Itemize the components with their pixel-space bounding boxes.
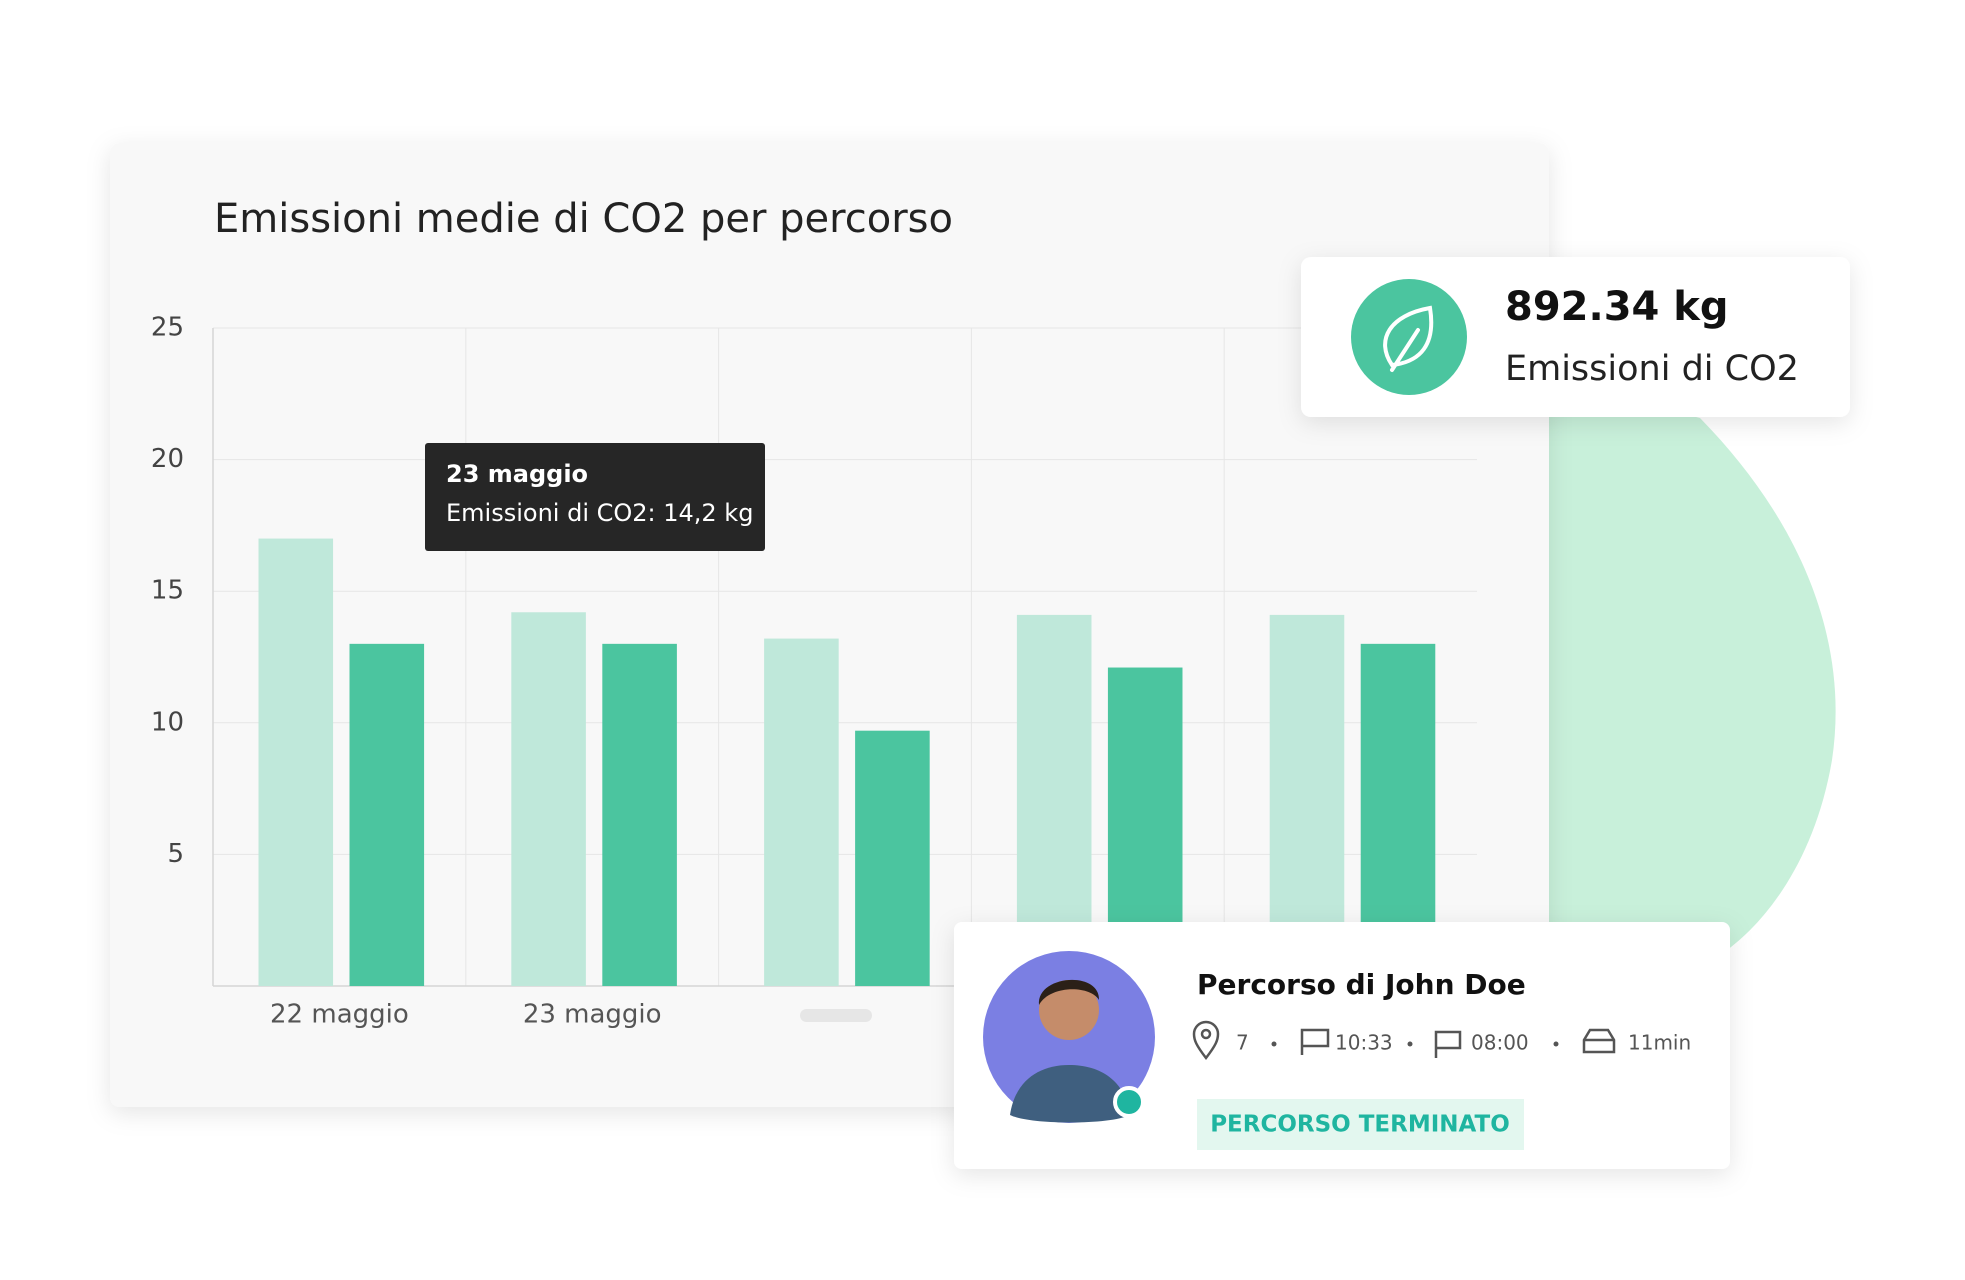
pin-icon bbox=[1192, 1020, 1220, 1061]
bar bbox=[855, 730, 930, 986]
meta-icons bbox=[1192, 1020, 1616, 1061]
route-start: 10:33 bbox=[1335, 1031, 1393, 1055]
bar bbox=[258, 538, 334, 986]
leaf-icon-bg bbox=[1351, 279, 1467, 395]
chart-card bbox=[110, 143, 1549, 1107]
route-title: Percorso di John Doe bbox=[1197, 968, 1526, 1001]
separator bbox=[1271, 1041, 1277, 1047]
label-placeholder bbox=[800, 1009, 872, 1022]
route-card: Percorso di John Doe 7 10:33 08:00 11min… bbox=[954, 922, 1730, 1169]
x-tick-label: 22 maggio bbox=[270, 1000, 409, 1030]
y-tick-label: 20 bbox=[151, 444, 184, 474]
finish-flag-icon bbox=[1300, 1028, 1330, 1055]
status-text: PERCORSO TERMINATO bbox=[1210, 1112, 1510, 1138]
y-tick-label: 15 bbox=[151, 576, 184, 606]
route-end: 08:00 bbox=[1471, 1031, 1529, 1055]
bar bbox=[764, 638, 839, 986]
start-flag-icon bbox=[1434, 1030, 1462, 1058]
separator bbox=[1407, 1041, 1413, 1047]
avatar-hair bbox=[1038, 979, 1100, 1005]
decor-blob bbox=[1549, 380, 1836, 955]
stat-label: Emissioni di CO2 bbox=[1505, 349, 1799, 389]
avatar-body bbox=[1010, 1065, 1130, 1123]
status-dot bbox=[1113, 1086, 1145, 1118]
bar bbox=[349, 643, 425, 986]
tooltip-text: Emissioni di CO2: 14,2 kg bbox=[446, 499, 753, 527]
route-card-box bbox=[954, 922, 1730, 1169]
route-stops: 7 bbox=[1236, 1031, 1249, 1055]
route-duration: 11min bbox=[1628, 1031, 1691, 1055]
y-tick-label: 5 bbox=[167, 839, 184, 869]
avatar-head bbox=[1039, 980, 1099, 1040]
stat-value: 892.34 kg bbox=[1505, 284, 1729, 330]
bar bbox=[511, 612, 586, 986]
y-tick-label: 10 bbox=[151, 707, 184, 737]
x-tick-label: 23 maggio bbox=[523, 1000, 662, 1030]
pin-icon-dot bbox=[1200, 1028, 1212, 1040]
car-icon bbox=[1582, 1028, 1616, 1054]
y-tick-label: 25 bbox=[151, 313, 184, 343]
bar bbox=[602, 643, 677, 986]
chart-title: Emissioni medie di CO2 per percorso bbox=[214, 196, 953, 242]
leaf-icon bbox=[1383, 305, 1434, 372]
status-badge bbox=[1197, 1099, 1524, 1150]
tooltip: 23 maggio Emissioni di CO2: 14,2 kg bbox=[425, 443, 765, 551]
tooltip-box bbox=[425, 443, 765, 551]
tooltip-title: 23 maggio bbox=[446, 460, 588, 488]
separator bbox=[1553, 1041, 1559, 1047]
meta-separators bbox=[1271, 1041, 1559, 1047]
stat-card: 892.34 kg Emissioni di CO2 bbox=[1301, 257, 1850, 417]
